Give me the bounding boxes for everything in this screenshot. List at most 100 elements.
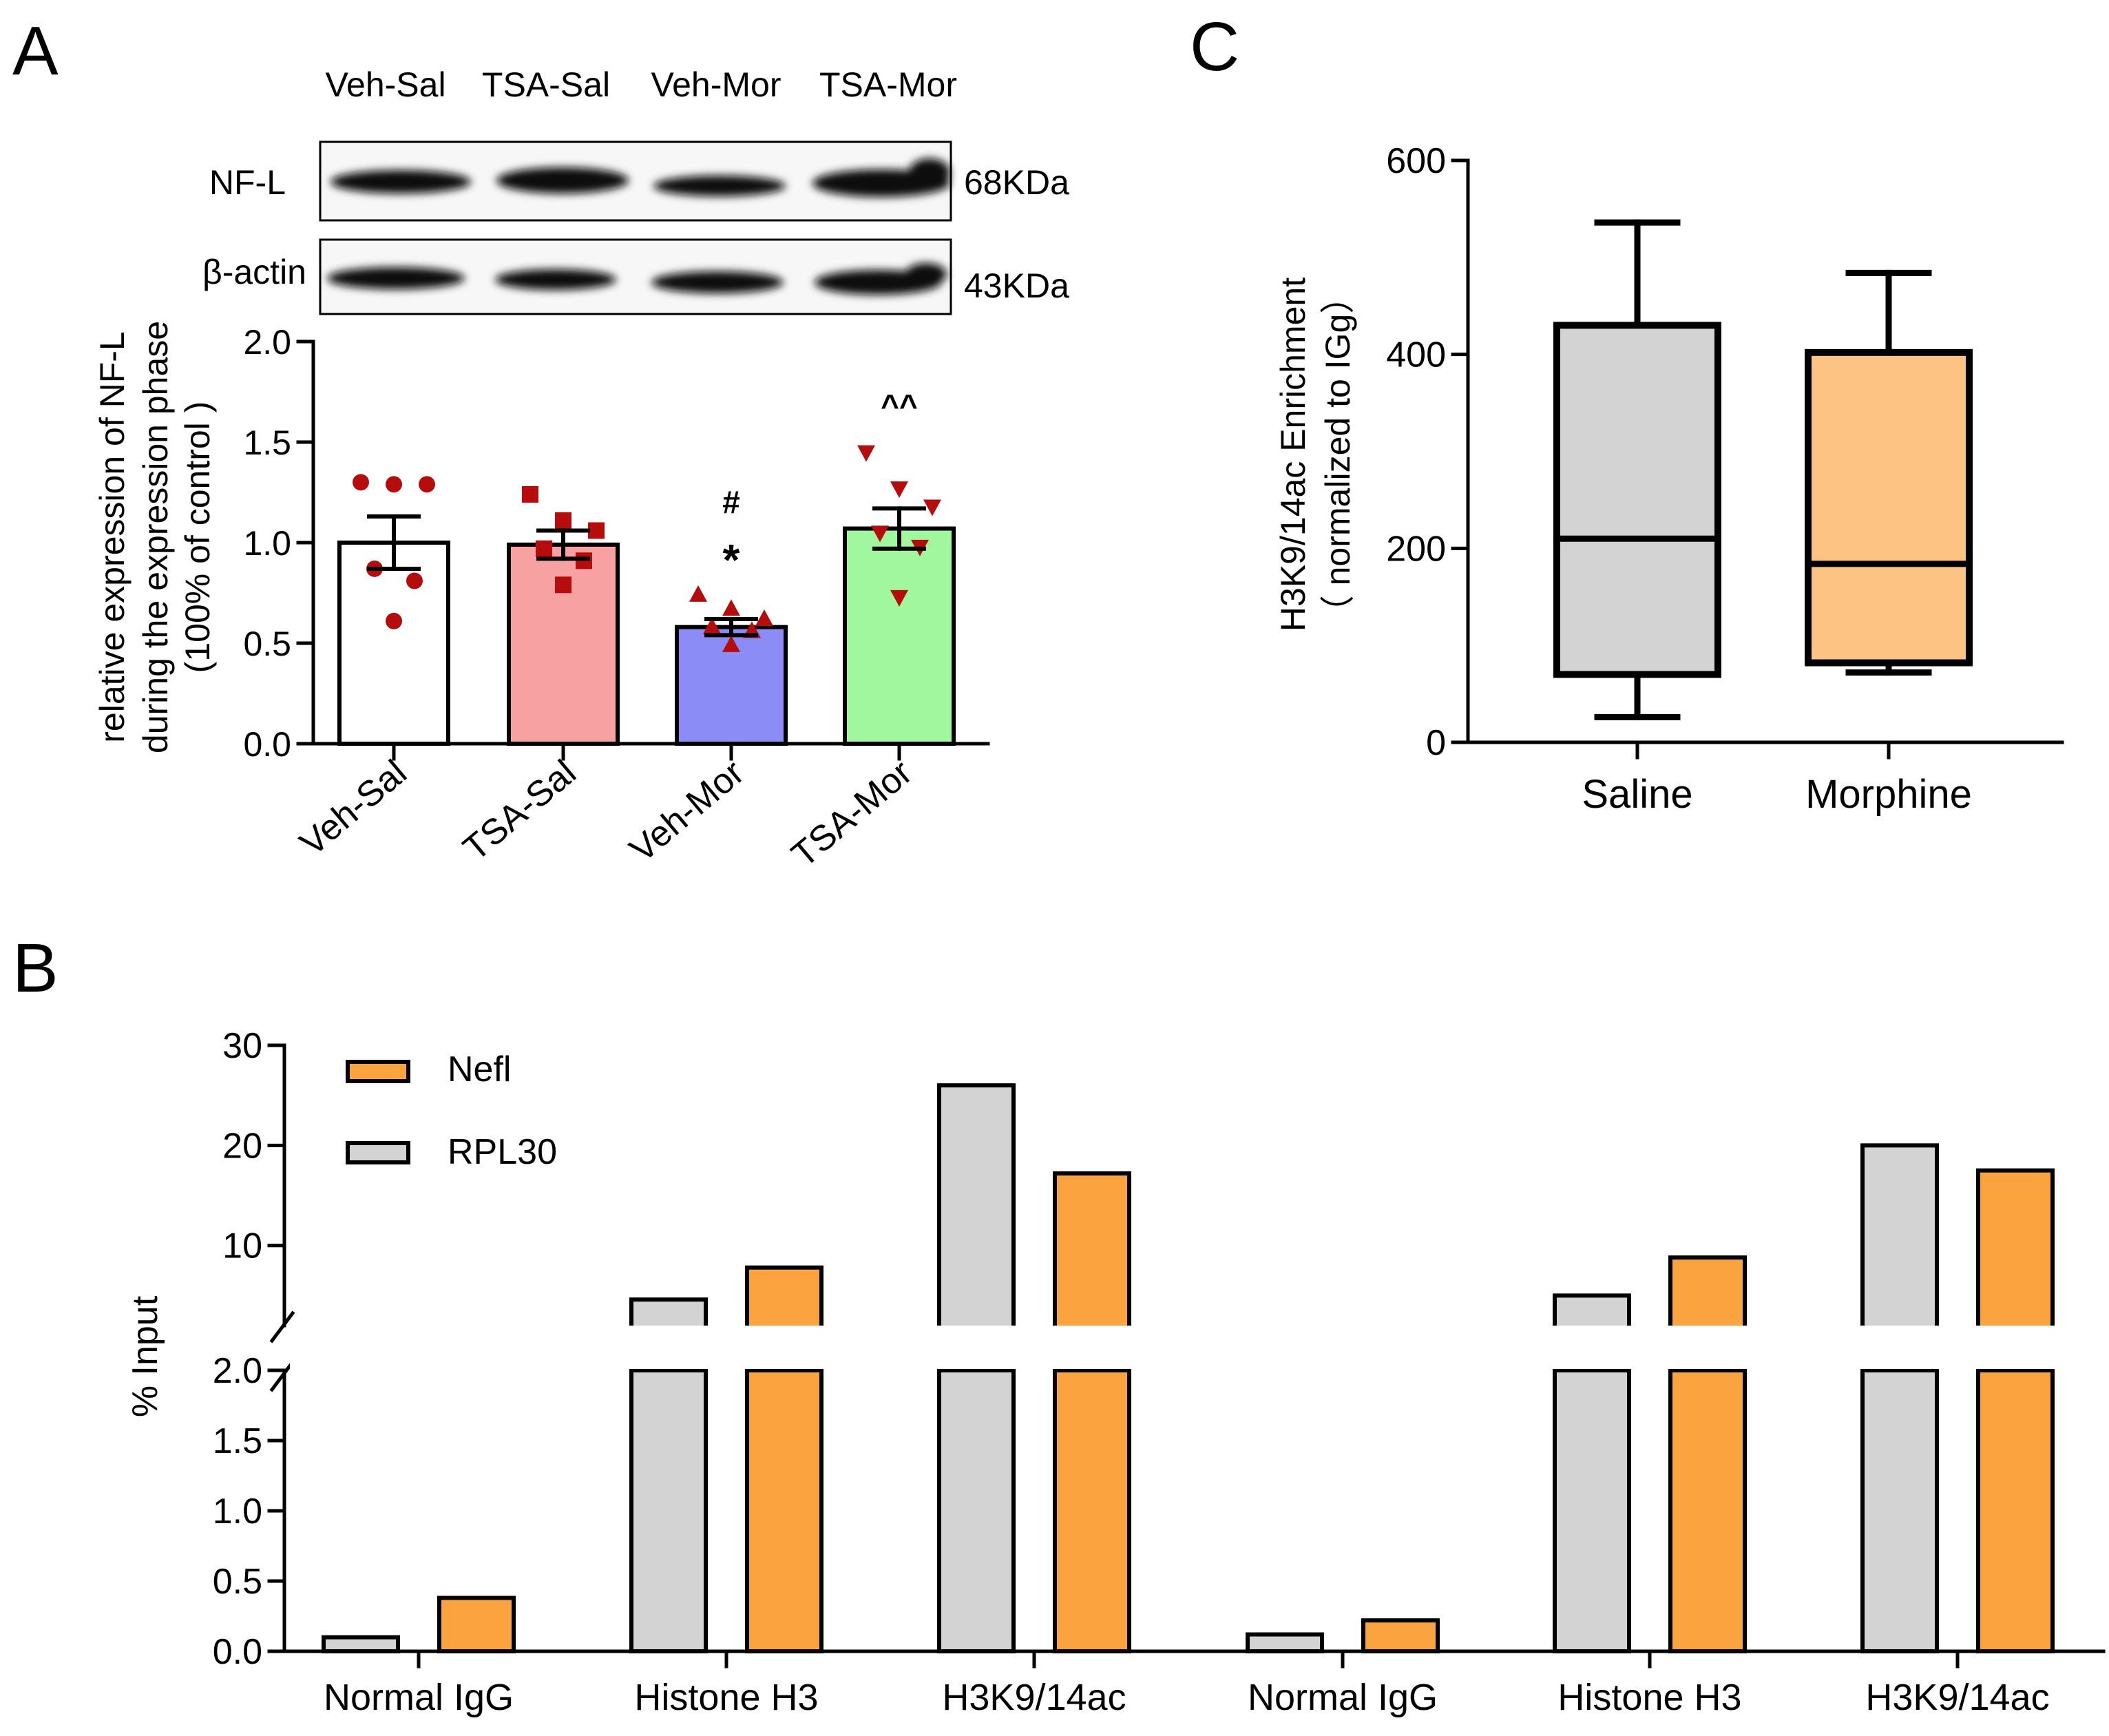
y-tick-label: 0.0	[243, 725, 291, 764]
blot-lane-label: Veh-Sal	[325, 65, 445, 104]
x-tick-label: H3K9/14ac	[942, 1677, 1126, 1718]
data-point	[353, 474, 369, 491]
data-point	[890, 589, 908, 607]
legend-swatch-rpl30	[346, 1141, 410, 1164]
y-tick-label: 0.0	[213, 1632, 262, 1672]
y-tick-label: 600	[1386, 141, 1446, 181]
data-point	[923, 499, 941, 516]
data-point	[722, 635, 740, 652]
bar	[1976, 1368, 2055, 1653]
blot-band	[905, 263, 947, 285]
bar	[1976, 1168, 2055, 1330]
bar	[1053, 1368, 1131, 1653]
y-tick-label: 200	[1386, 529, 1446, 569]
panel-b-letter: B	[12, 930, 59, 1007]
y-axis-title-line: during the expression phase	[136, 321, 175, 753]
y-tick-label: 30	[222, 1026, 262, 1066]
chart-b-y-axis-title: % Input	[125, 1295, 165, 1417]
blot-lane-label: TSA-Sal	[482, 65, 610, 104]
data-point	[703, 617, 721, 634]
x-tick-label: Histone H3	[634, 1677, 818, 1718]
y-tick-label: 1.5	[243, 423, 291, 462]
y-axis-title-line: H3K9/14ac Enrichment	[1274, 278, 1312, 631]
bar	[629, 1297, 708, 1330]
x-tick-label: Histone H3	[1557, 1677, 1741, 1718]
panel-a: A Veh-Sal TSA-Sal Veh-Mor TSA-Mor NF-L β…	[12, 12, 1069, 875]
bar	[1361, 1618, 1440, 1654]
x-tick-label: TSA-Mor	[784, 753, 920, 875]
western-blot: Veh-Sal TSA-Sal Veh-Mor TSA-Mor NF-L β-a…	[202, 65, 1069, 315]
axis-break-mark	[269, 1359, 295, 1392]
blot-lane-label: TSA-Mor	[819, 65, 957, 104]
y-tick-label: 0.5	[243, 625, 291, 663]
bar	[1668, 1255, 1747, 1330]
y-tick-label: 1.0	[243, 524, 291, 563]
x-tick-label: Veh-Sal	[293, 753, 415, 864]
y-axis-title-line: （ normalized to IGg）	[1319, 280, 1357, 630]
data-point	[522, 485, 538, 503]
blot-lane-label: Veh-Mor	[651, 65, 781, 104]
x-tick-label: H3K9/14ac	[1865, 1677, 2049, 1718]
blot-row-size-nfl: 68KDa	[964, 163, 1069, 202]
data-point	[857, 445, 875, 462]
blot-band	[653, 176, 786, 196]
y-tick-label: 1.0	[213, 1492, 262, 1531]
bar	[507, 542, 620, 746]
data-point	[871, 525, 889, 543]
x-tick-label: Normal IgG	[1248, 1677, 1438, 1718]
x-tick-label: Saline	[1582, 772, 1692, 817]
box	[1553, 322, 1721, 678]
legend-label-rpl30: RPL30	[448, 1132, 557, 1172]
y-tick-label: 0.5	[213, 1562, 262, 1602]
panel-a-letter: A	[12, 12, 59, 90]
data-point	[689, 585, 707, 602]
bar	[629, 1368, 708, 1653]
bar	[843, 526, 956, 746]
bar	[937, 1368, 1016, 1653]
x-tick-label: Morphine	[1805, 772, 1972, 817]
blot-band	[909, 158, 950, 186]
chart-c: H3K9/14ac Enrichment （ normalized to IGg…	[1274, 141, 2064, 817]
blot-lane-labels: Veh-Sal TSA-Sal Veh-Mor TSA-Mor	[325, 65, 957, 104]
blot-band	[495, 269, 616, 290]
bar	[1553, 1368, 1631, 1653]
box	[1805, 348, 1973, 667]
significance-marker: #	[722, 484, 740, 520]
blot-band	[496, 167, 629, 194]
panel-c: C H3K9/14ac Enrichment （ normalized to I…	[1190, 8, 2064, 817]
data-point	[588, 522, 605, 539]
y-tick-label: 2.0	[213, 1351, 262, 1391]
x-tick-label: Normal IgG	[324, 1677, 514, 1718]
panel-c-letter: C	[1190, 8, 1239, 85]
data-point	[406, 572, 423, 589]
blot-row-size-actin: 43KDa	[964, 266, 1069, 305]
data-point	[386, 612, 402, 629]
y-tick-label: 10	[222, 1226, 262, 1266]
blot-row-label-actin: β-actin	[202, 253, 306, 291]
bar	[937, 1083, 1016, 1330]
significance-marker: ^^	[881, 388, 918, 423]
bar	[745, 1368, 823, 1653]
y-axis-title-line: (100% of control )	[178, 401, 217, 673]
axis-break-gap	[290, 1326, 2109, 1369]
data-point	[536, 540, 552, 557]
data-point	[386, 476, 402, 493]
blot-band	[330, 170, 471, 194]
data-point	[555, 512, 571, 529]
bar	[1668, 1368, 1747, 1653]
bar	[1053, 1171, 1131, 1330]
y-tick-label: 20	[222, 1126, 262, 1166]
y-tick-label: 400	[1386, 335, 1446, 375]
bar	[437, 1596, 516, 1653]
panel-b: B % Input Nefl RPL30 0.0 0.5 1.0 1.5 2.0 10 20…	[12, 930, 2109, 1718]
bar	[337, 541, 450, 746]
bar	[1246, 1632, 1324, 1654]
y-tick-label: 1.5	[213, 1421, 262, 1461]
legend-swatch-nefl	[346, 1060, 410, 1083]
y-axis-title-line: relative expression of NF-L	[93, 331, 132, 742]
bar	[745, 1265, 823, 1330]
chart-a-y-axis-title: relative expression of NF-L during the e…	[93, 321, 217, 753]
data-point	[890, 481, 908, 499]
data-point	[419, 476, 435, 493]
